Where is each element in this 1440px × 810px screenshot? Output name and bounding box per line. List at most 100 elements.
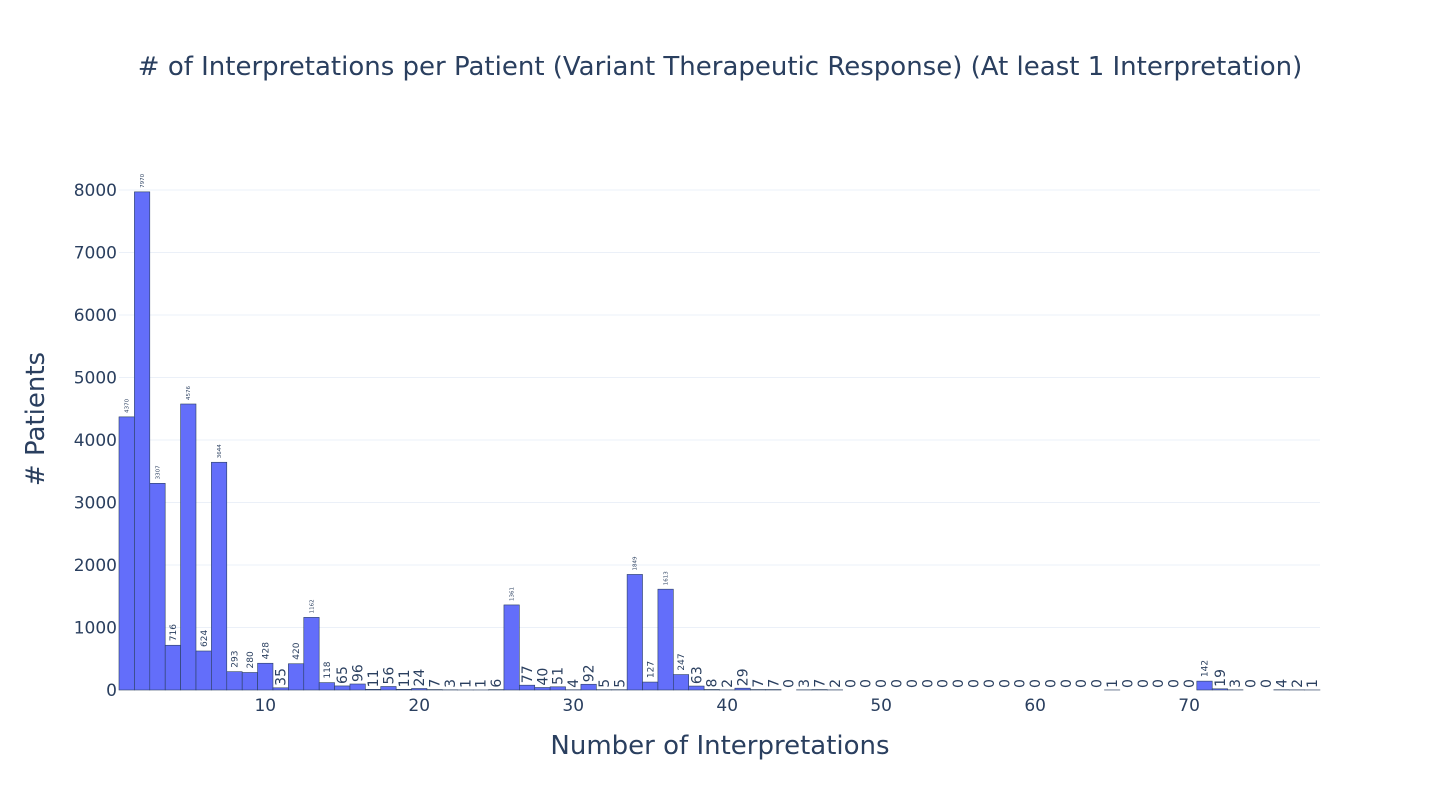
- data-label: 118: [323, 661, 333, 678]
- bars: [118, 191, 1321, 691]
- data-label: 0: [1244, 679, 1260, 688]
- data-label: 0: [1074, 679, 1090, 688]
- x-tick-label: 70: [1178, 696, 1200, 716]
- data-label: 3: [797, 679, 813, 688]
- data-label: 4576: [186, 386, 192, 400]
- bar: [411, 688, 428, 691]
- data-label: 1: [474, 679, 490, 688]
- y-tick-label: 5000: [74, 369, 117, 389]
- data-label: 0: [1167, 679, 1183, 688]
- data-label: 0: [889, 679, 905, 688]
- data-label: 127: [646, 661, 656, 678]
- data-label: 4: [566, 679, 582, 688]
- bar: [1211, 688, 1228, 691]
- bar: [626, 574, 643, 691]
- bar: [534, 687, 551, 691]
- data-label: 280: [246, 651, 256, 668]
- data-label: 65: [335, 666, 351, 684]
- data-label: 0: [982, 679, 998, 688]
- bar: [318, 682, 335, 691]
- data-label: 8: [705, 679, 721, 688]
- data-label: 2: [720, 679, 736, 688]
- data-label: 293: [231, 651, 241, 668]
- x-tick-label: 40: [716, 696, 738, 716]
- data-label: 2: [828, 679, 844, 688]
- bar: [673, 674, 690, 691]
- data-label: 56: [381, 667, 397, 685]
- data-label: 0: [997, 679, 1013, 688]
- bar: [149, 483, 166, 691]
- data-label: 0: [951, 679, 967, 688]
- data-label: 77: [520, 665, 536, 683]
- y-tick-label: 3000: [74, 494, 117, 514]
- bar: [195, 650, 212, 691]
- data-label: 0: [966, 679, 982, 688]
- data-label: 5: [597, 679, 613, 688]
- bar: [688, 685, 705, 691]
- data-label: 0: [1136, 679, 1152, 688]
- bar: [549, 686, 566, 691]
- data-label: 92: [582, 664, 598, 682]
- bar: [134, 191, 151, 691]
- data-label: 1361: [510, 587, 516, 601]
- bar: [703, 689, 720, 691]
- bar: [334, 685, 351, 691]
- data-label: 0: [1090, 679, 1106, 688]
- data-label: 0: [1151, 679, 1167, 688]
- bar: [164, 644, 181, 691]
- data-label: 7: [812, 679, 828, 688]
- data-label: 11: [366, 669, 382, 687]
- data-label: 1: [458, 679, 474, 688]
- bar: [503, 604, 520, 691]
- data-label: 1162: [309, 599, 315, 613]
- y-axis-ticks: 0 1000 2000 3000 4000 5000 6000 7000 8000: [74, 181, 117, 701]
- bar: [257, 662, 274, 691]
- bar: [365, 689, 382, 691]
- data-label: 428: [261, 642, 271, 659]
- data-label: 0: [1182, 679, 1198, 688]
- data-label: 716: [169, 624, 179, 641]
- x-axis-title: Number of Interpretations: [550, 731, 889, 761]
- data-label: 0: [874, 679, 890, 688]
- data-label: 0: [905, 679, 921, 688]
- bar: [226, 671, 243, 691]
- bar: [180, 403, 197, 691]
- y-tick-label: 8000: [74, 181, 117, 201]
- data-label: 5: [612, 679, 628, 688]
- data-label: 0: [936, 679, 952, 688]
- y-tick-label: 6000: [74, 306, 117, 326]
- bar: [519, 684, 536, 691]
- data-label: 1: [1305, 679, 1321, 688]
- data-label: 3307: [155, 465, 161, 479]
- data-label: 63: [689, 666, 705, 684]
- data-label: 7: [428, 679, 444, 688]
- data-label: 0: [1043, 679, 1059, 688]
- x-tick-label: 50: [870, 696, 892, 716]
- bar: [272, 687, 289, 691]
- data-label: 1613: [664, 571, 670, 585]
- data-label: 420: [292, 642, 302, 659]
- data-label: 2: [1290, 679, 1306, 688]
- data-label: 4: [1274, 679, 1290, 688]
- y-axis-title: # Patients: [21, 352, 51, 486]
- data-label: 0: [920, 679, 936, 688]
- data-label: 1: [1105, 679, 1121, 688]
- data-label: 19: [1213, 669, 1229, 687]
- bar: [395, 689, 412, 691]
- x-tick-label: 60: [1024, 696, 1046, 716]
- bar: [657, 588, 674, 691]
- bar: [241, 672, 258, 691]
- data-label: 0: [1013, 679, 1029, 688]
- data-label: 0: [782, 679, 798, 688]
- data-label: 0: [1028, 679, 1044, 688]
- data-label: 0: [859, 679, 875, 688]
- data-label: 1849: [633, 556, 639, 570]
- data-label: 3: [1228, 679, 1244, 688]
- bar: [642, 681, 659, 691]
- chart-title: # of Interpretations per Patient (Varian…: [138, 52, 1302, 82]
- bar: [211, 461, 228, 691]
- data-label: 0: [1259, 679, 1275, 688]
- x-tick-label: 30: [562, 696, 584, 716]
- data-label: 7970: [140, 173, 146, 187]
